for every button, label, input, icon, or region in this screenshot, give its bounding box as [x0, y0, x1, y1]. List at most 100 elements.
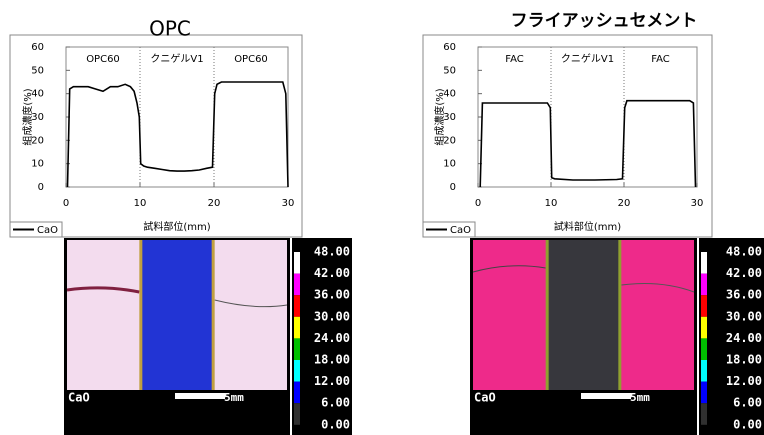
charts: OPC 0 10 20 30 40 50 60 0 10 20 30 OPC60 クニゲルV1 OPC60 試… [9, 11, 713, 238]
y-tick-label: 10 [443, 159, 456, 170]
map-region [546, 240, 621, 390]
map-region [140, 240, 214, 390]
scale-background [292, 238, 352, 435]
legend-label: CaO [37, 225, 58, 236]
scale-label: 12.00 [726, 374, 762, 388]
chart-title: OPC [149, 17, 191, 41]
scale-swatch [294, 381, 300, 404]
chart-title: フライアッシュセメント [511, 11, 698, 31]
region-label: FAC [651, 54, 669, 65]
scale-swatch [701, 252, 707, 274]
region-label: クニゲルV1 [150, 53, 203, 65]
x-tick-label: 0 [63, 198, 69, 209]
map-crack [214, 299, 288, 308]
scale-label: 24.00 [314, 331, 350, 345]
scale-bar [175, 393, 225, 399]
map-region [473, 240, 547, 390]
x-tick-label: 10 [134, 198, 147, 209]
map-edge [545, 240, 549, 390]
scale-label: 6.00 [321, 396, 350, 410]
scale-background [699, 238, 764, 435]
x-axis-label: 試料部位(mm) [554, 220, 621, 233]
scale-swatch [294, 403, 300, 425]
chart-frame [9, 34, 303, 238]
scale-swatch [701, 273, 707, 296]
map-element: CaO [474, 391, 496, 405]
map-crack [472, 265, 546, 273]
scale-swatch [701, 316, 707, 339]
y-axis-label: 組成濃度(%) [21, 88, 34, 145]
scale-label: 0.00 [321, 417, 350, 431]
region-label: クニゲルV1 [561, 53, 614, 65]
scale-label: 0.00 [733, 417, 762, 431]
map-region [620, 240, 694, 390]
y-tick-label: 60 [31, 42, 44, 53]
x-tick-label: 20 [618, 198, 631, 209]
map-crack [621, 283, 695, 293]
y-tick-label: 0 [38, 182, 44, 193]
x-tick-label: 20 [208, 198, 221, 209]
plot-area [65, 46, 289, 188]
scale-label: 18.00 [726, 353, 762, 367]
scale-swatch [701, 295, 707, 317]
region-label: OPC60 [234, 54, 268, 65]
scale-label: 30.00 [726, 309, 762, 323]
map-edge [211, 240, 215, 390]
scale-swatch [701, 381, 707, 404]
scale-bar-label: 5mm [224, 391, 244, 404]
scale-label: 48.00 [726, 245, 762, 259]
scale-label: 30.00 [314, 309, 350, 323]
scale-swatch [701, 360, 707, 382]
y-tick-label: 0 [450, 182, 456, 193]
data-line [479, 99, 697, 188]
maps: CaO 5mm 48.00 42.00 36.00 30.00 24.00 18.00 12.0… [64, 238, 764, 435]
legend-box [422, 221, 476, 238]
scale-swatch [294, 273, 300, 296]
scale-label: 48.00 [314, 245, 350, 259]
y-tick-label: 50 [443, 65, 456, 76]
scale-label: 42.00 [726, 266, 762, 280]
map-region [213, 240, 287, 390]
scale-swatch [701, 403, 707, 425]
data-line [66, 81, 289, 188]
region-label: FAC [505, 54, 523, 65]
chart-frame [422, 34, 713, 238]
y-axis-label: 組成濃度(%) [433, 88, 446, 145]
scale-swatch [294, 252, 300, 274]
map-region [67, 240, 141, 390]
plot-area [477, 46, 698, 188]
scale-swatch [294, 295, 300, 317]
x-tick-label: 10 [545, 198, 558, 209]
scale-label: 36.00 [726, 288, 762, 302]
x-tick-label: 0 [475, 198, 481, 209]
scale-bar-label: 5mm [630, 391, 650, 404]
y-tick-label: 40 [443, 89, 456, 100]
y-tick-label: 30 [31, 112, 44, 123]
scale-label: 12.00 [314, 374, 350, 388]
scale-bar [581, 393, 631, 399]
y-tick-label: 50 [31, 65, 44, 76]
y-tick-label: 20 [31, 135, 44, 146]
scale-label: 24.00 [726, 331, 762, 345]
scale-label: 36.00 [314, 288, 350, 302]
scale-swatch [294, 338, 300, 360]
legend-box [9, 221, 63, 238]
y-tick-label: 20 [443, 135, 456, 146]
scale-swatch [294, 316, 300, 339]
x-tick-label: 30 [282, 198, 295, 209]
map-crack [66, 286, 140, 294]
map-element: CaO [68, 391, 90, 405]
y-tick-label: 60 [443, 42, 456, 53]
scale-label: 6.00 [733, 396, 762, 410]
scale-swatch [701, 338, 707, 360]
y-tick-label: 10 [31, 159, 44, 170]
legend-label: CaO [450, 225, 471, 236]
map-edge [618, 240, 622, 390]
scale-label: 42.00 [314, 266, 350, 280]
x-axis-label: 試料部位(mm) [143, 220, 210, 233]
y-tick-label: 30 [443, 112, 456, 123]
scale-swatch [294, 360, 300, 382]
map-edge [139, 240, 143, 390]
y-tick-label: 40 [31, 89, 44, 100]
